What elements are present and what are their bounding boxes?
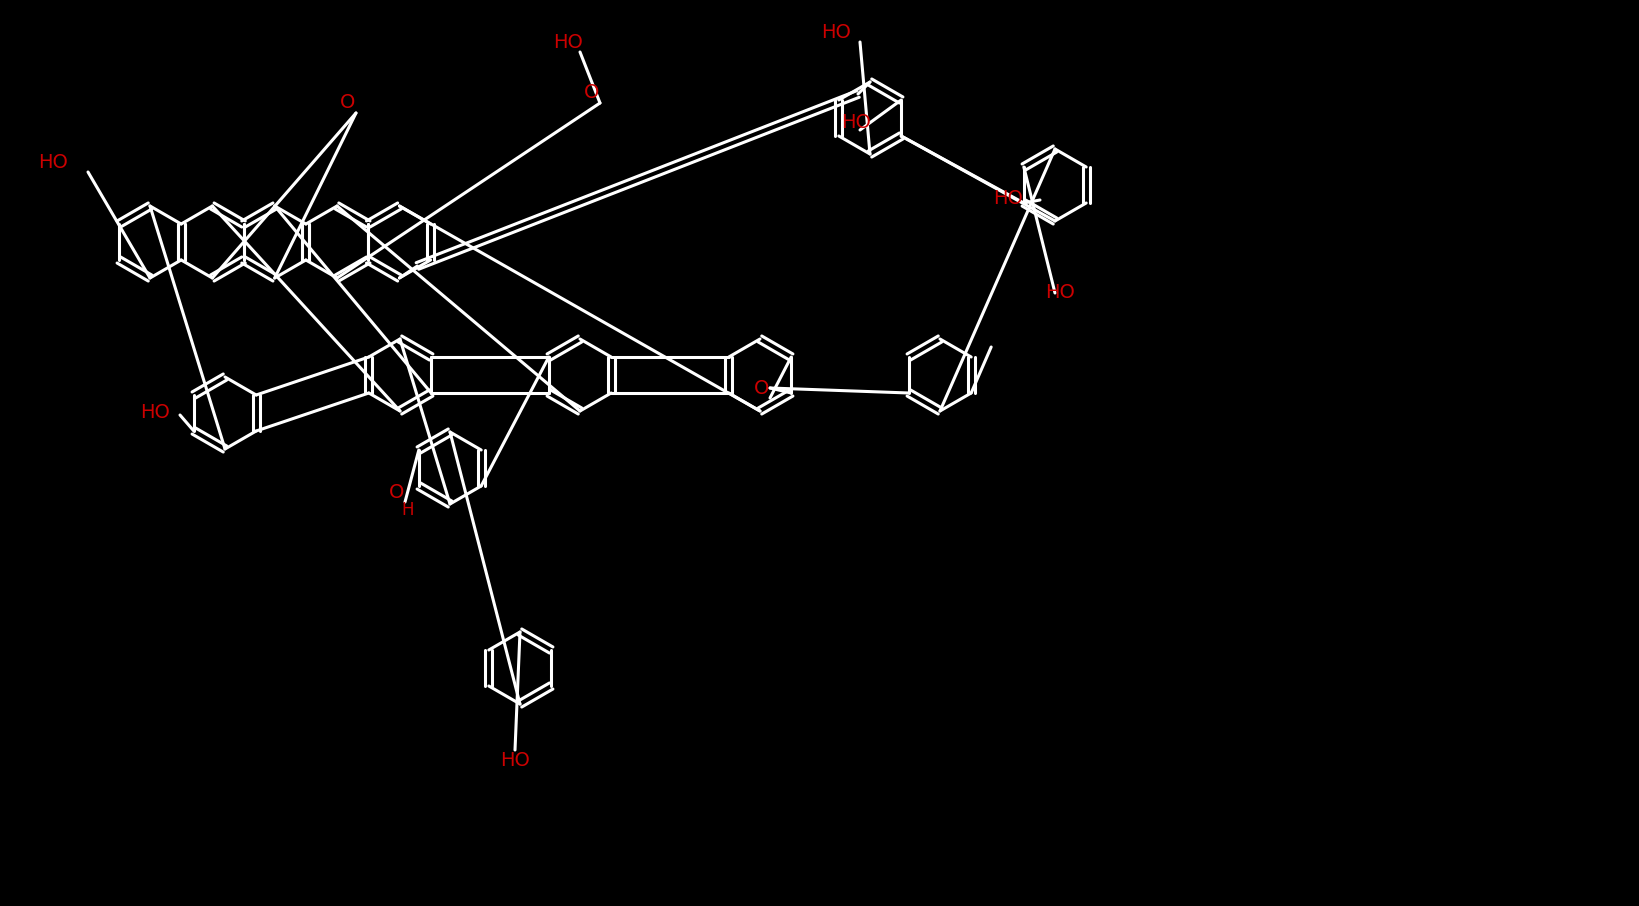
- Text: HO: HO: [1046, 284, 1075, 303]
- Text: HO: HO: [821, 23, 851, 42]
- Text: O: O: [754, 379, 770, 398]
- Text: HO: HO: [552, 33, 583, 52]
- Text: H: H: [402, 501, 415, 519]
- Text: HO: HO: [139, 403, 170, 422]
- Text: HO: HO: [38, 152, 67, 171]
- Text: HO: HO: [841, 112, 870, 131]
- Text: HO: HO: [500, 750, 529, 769]
- Text: O: O: [341, 93, 356, 112]
- Text: O: O: [585, 83, 600, 102]
- Text: O: O: [390, 483, 405, 502]
- Text: HO: HO: [993, 188, 1023, 207]
